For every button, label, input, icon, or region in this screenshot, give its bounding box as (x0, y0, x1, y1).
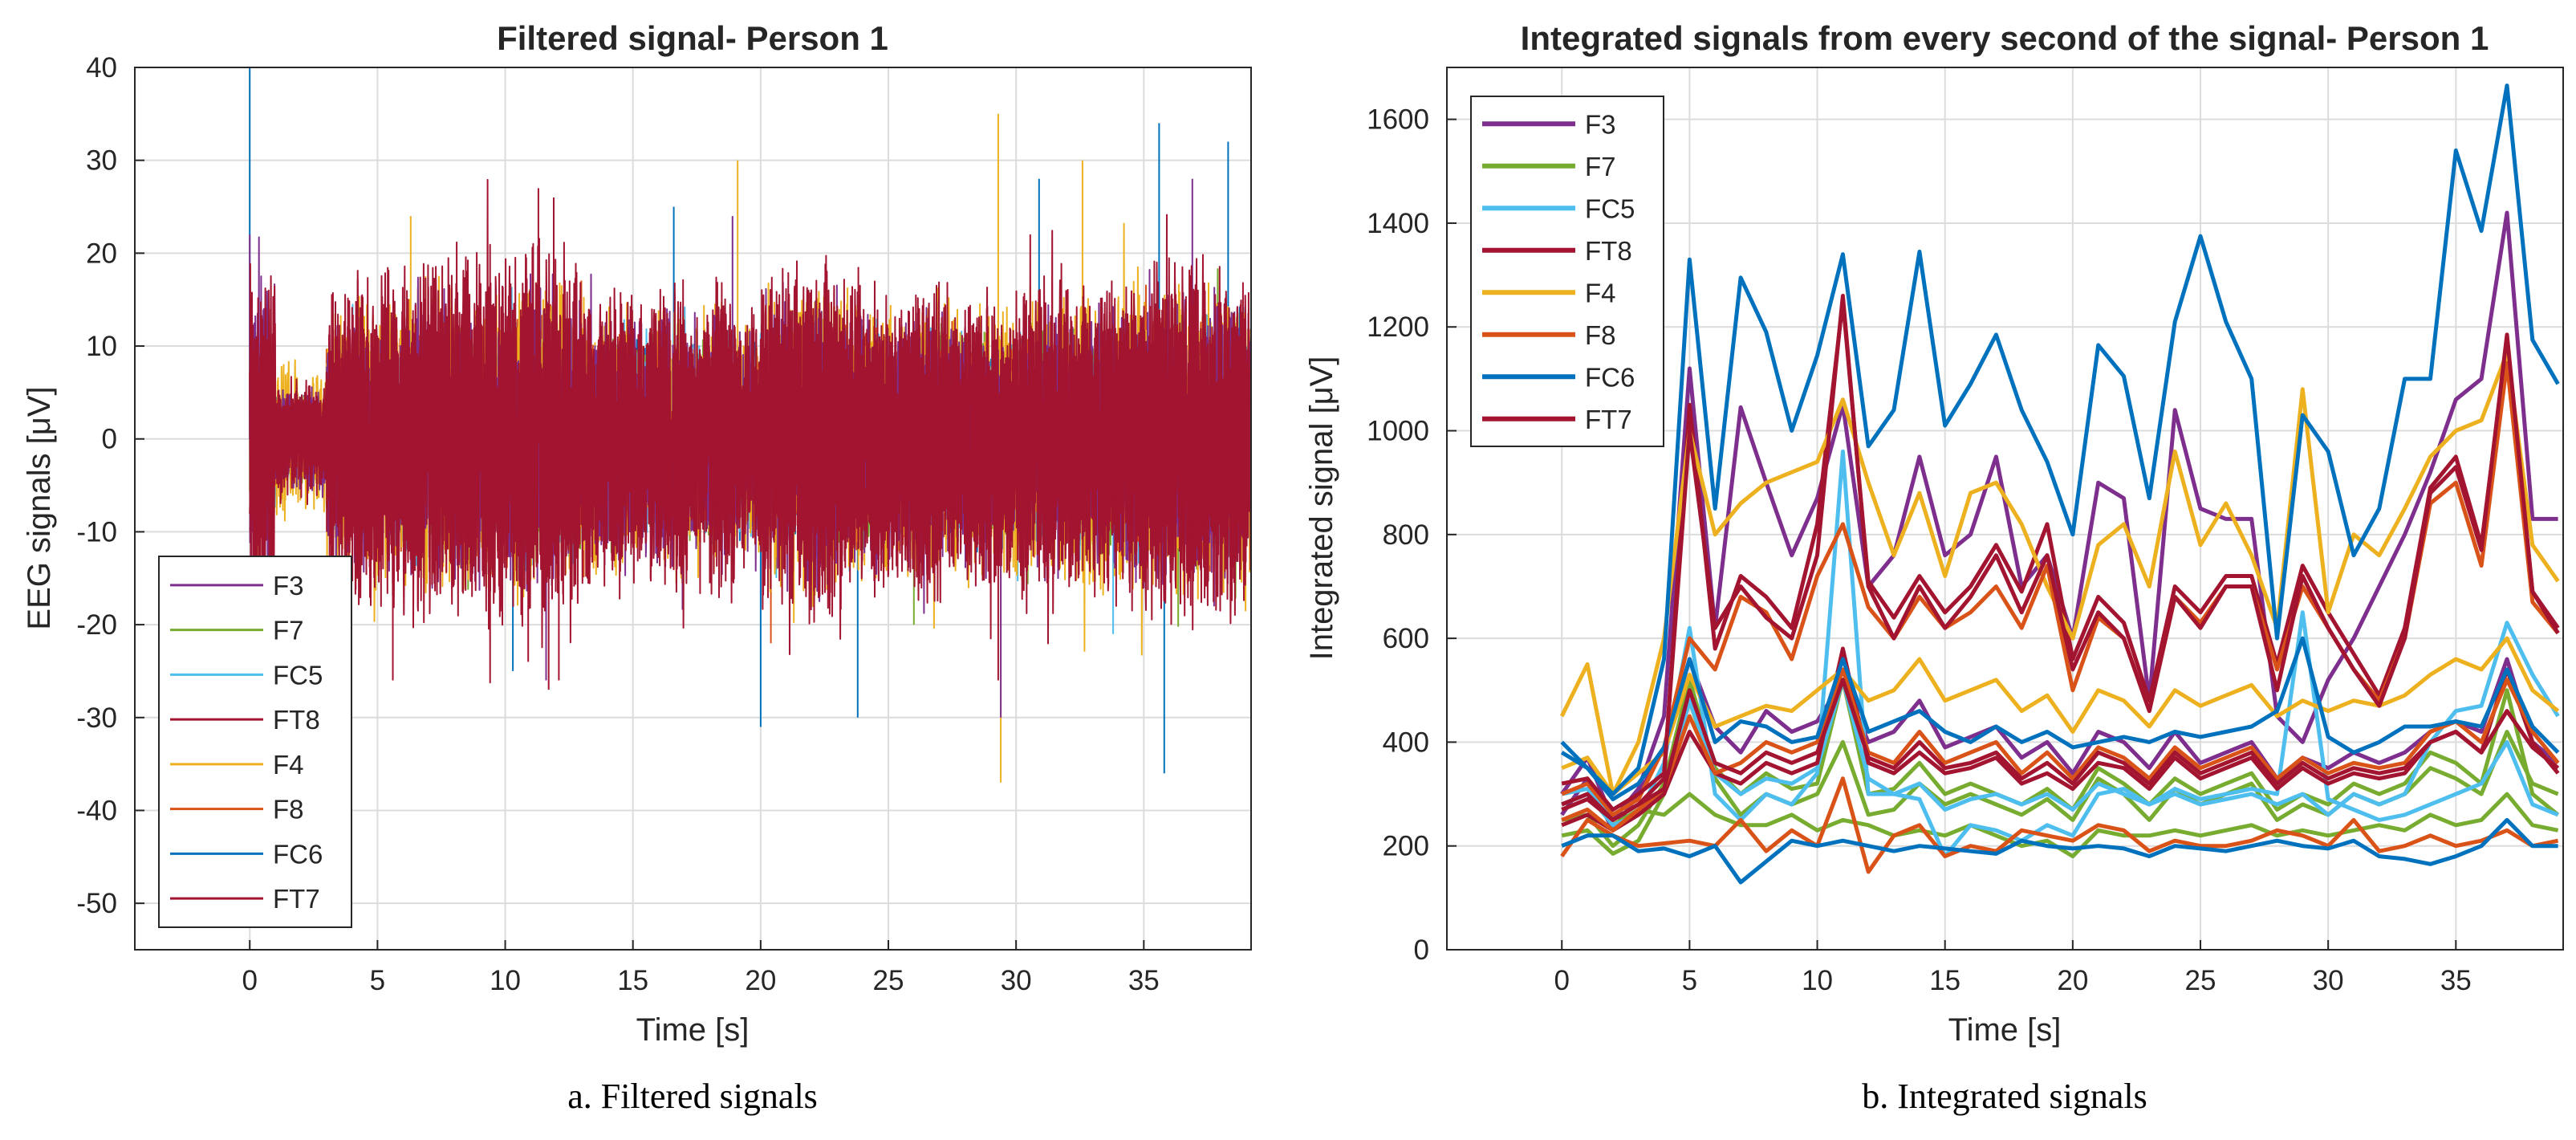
x-tick-label: 30 (2313, 965, 2344, 996)
legend-label-fc5: FC5 (273, 660, 323, 690)
y-tick-label: -20 (76, 609, 117, 641)
y-tick-label: 400 (1383, 727, 1429, 758)
y-tick-label: -40 (76, 795, 117, 826)
x-tick-label: 35 (2440, 965, 2472, 996)
legend-label-fc6: FC6 (273, 839, 323, 869)
legend-box (1470, 96, 1664, 447)
legend-label-fc6: FC6 (1585, 362, 1635, 392)
x-tick-label: 25 (2185, 965, 2216, 996)
x-tick-label: 35 (1128, 965, 1160, 996)
series-line-f8-1 (1560, 776, 2559, 874)
y-tick-label: 20 (86, 238, 117, 269)
y-tick-label: 1400 (1367, 208, 1429, 239)
series-line-fc6-2 (1560, 636, 2560, 801)
series-line-fc5-2 (1561, 610, 2559, 859)
series-line-fc6-3 (1561, 817, 2558, 885)
y-tick-label: 40 (86, 52, 117, 83)
panel-filtered-signals: 0 5 10 15 20 25 30 35 40 30 20 10 0 -10 -20 -30 -40 -50 F… (22, 19, 1252, 1116)
y-tick-label: -10 (76, 516, 117, 548)
x-tick-label: 5 (1682, 965, 1697, 996)
x-tick-label: 20 (745, 965, 776, 996)
title-integrated: Integrated signals from every second of … (1521, 19, 2489, 57)
x-tick-label: 30 (1001, 965, 1032, 996)
series-line-ft7-2 (1561, 678, 2560, 822)
series-line-f3-2 (1560, 657, 2560, 833)
series-line-f7-2 (1561, 678, 2560, 849)
y-tick-label: -50 (76, 888, 117, 919)
series-line-f4-2 (1561, 636, 2560, 796)
caption-integrated: b. Integrated signals (1862, 1077, 2147, 1116)
y-tick-label: 600 (1383, 623, 1429, 654)
y-tick-label: 0 (102, 424, 117, 455)
series-group-filtered (249, 67, 1251, 783)
series-line-ft7 (249, 197, 1251, 681)
y-tick-label: -30 (76, 702, 117, 734)
y-tick-label: 200 (1383, 831, 1429, 862)
ticks-filtered: 0 5 10 15 20 25 30 35 40 30 20 10 0 -10 -20 -30 -40 -50 (76, 52, 1159, 996)
x-tick-label: 20 (2057, 965, 2088, 996)
legend-box (158, 556, 352, 928)
axes-box-filtered (134, 67, 1252, 951)
legend-filtered: F3 F7 FC5 FT8 F4 F8 FC6 FT7 (158, 556, 352, 928)
y-tick-label: 1600 (1367, 104, 1429, 136)
y-tick-label: 0 (1414, 934, 1429, 966)
ylabel-integrated: Integrated signal [μV] (1304, 356, 1339, 661)
legend-label-f4: F4 (273, 750, 304, 780)
xlabel-filtered: Time [s] (636, 1012, 750, 1048)
legend-label-ft8: FT8 (273, 705, 320, 735)
legend-label-f7: F7 (1585, 152, 1616, 181)
x-tick-label: 10 (490, 965, 521, 996)
caption-filtered: a. Filtered signals (567, 1077, 818, 1116)
legend-label-f7: F7 (273, 616, 304, 645)
series-line-fc6-1 (1560, 83, 2560, 796)
legend-integrated: F3 F7 FC5 FT8 F4 F8 FC6 FT7 (1470, 96, 1664, 447)
y-tick-label: 10 (86, 331, 117, 362)
series-line-ft7-1 (1561, 293, 2560, 812)
axes-box-integrated (1446, 67, 2564, 951)
ticks-integrated: 0 5 10 15 20 25 30 35 0 200 400 600 800 1000 1200 1400 1… (1367, 104, 2472, 996)
x-tick-label: 15 (1929, 965, 1960, 996)
x-tick-label: 25 (873, 965, 904, 996)
ylabel-filtered: EEG signals [μV] (22, 386, 57, 629)
series-line-ft8-2 (1561, 646, 2560, 833)
y-tick-label: 30 (86, 145, 117, 177)
y-tick-label: 1000 (1367, 416, 1429, 447)
legend-label-ft7: FT7 (273, 884, 320, 914)
y-tick-label: 1200 (1367, 311, 1429, 343)
x-tick-label: 10 (1802, 965, 1833, 996)
x-tick-label: 15 (617, 965, 648, 996)
legend-label-f3: F3 (273, 571, 304, 601)
xlabel-integrated: Time [s] (1948, 1012, 2062, 1048)
legend-label-ft8: FT8 (1585, 236, 1632, 266)
legend-label-fc5: FC5 (1585, 193, 1635, 223)
y-tick-label: 800 (1383, 519, 1429, 551)
series-group-integrated (1559, 83, 2560, 885)
title-filtered: Filtered signal- Person 1 (497, 19, 888, 57)
x-tick-label: 5 (370, 965, 385, 996)
series-line-ft8-1 (1561, 299, 2560, 822)
legend-label-f3: F3 (1585, 109, 1616, 139)
x-tick-label: 0 (242, 965, 258, 996)
x-tick-label: 0 (1554, 965, 1570, 996)
panel-integrated-signals: 0 5 10 15 20 25 30 35 0 200 400 600 800 1000 1200 1400 1… (1304, 19, 2564, 1116)
legend-label-ft7: FT7 (1585, 405, 1632, 434)
legend-label-f8: F8 (273, 795, 304, 824)
legend-label-f4: F4 (1585, 278, 1616, 307)
series-line-fc5-1 (1561, 449, 2560, 828)
legend-label-f8: F8 (1585, 320, 1616, 350)
